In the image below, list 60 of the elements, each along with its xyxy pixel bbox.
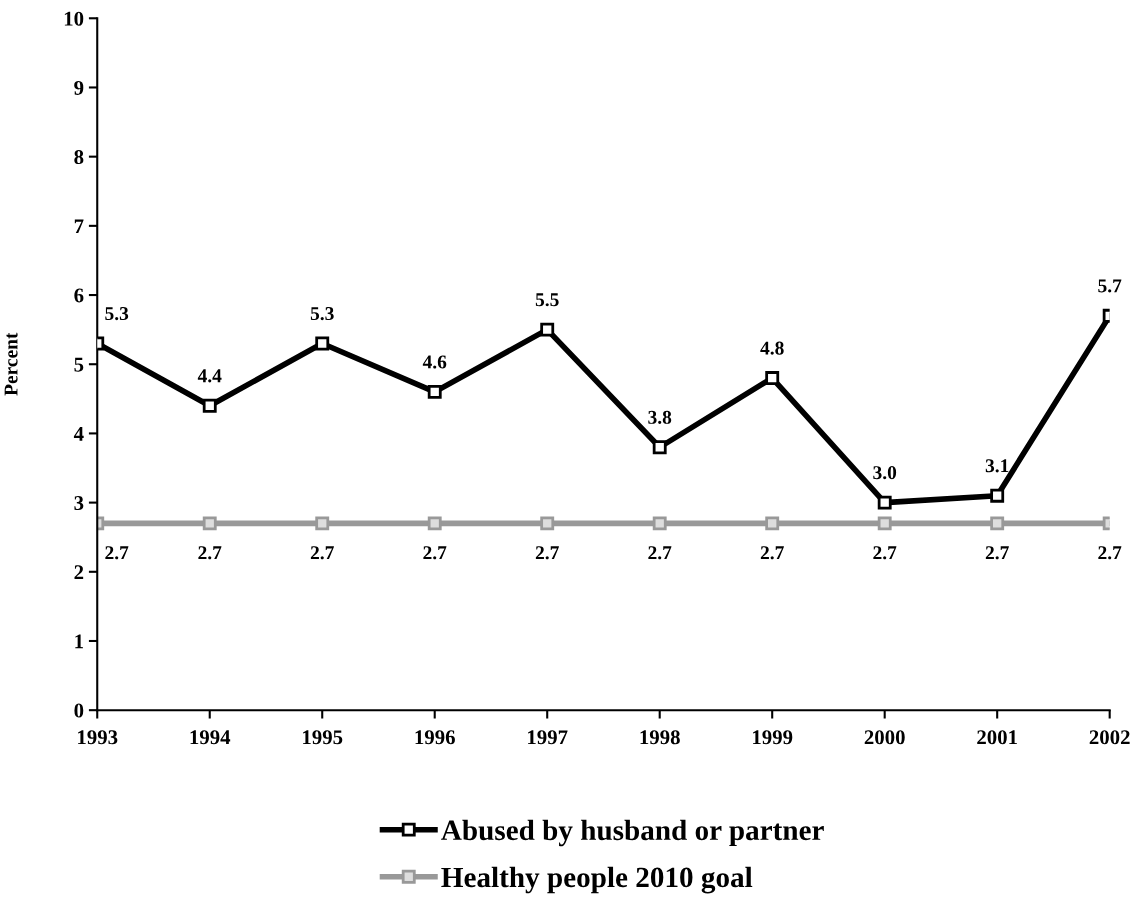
y-tick-label: 6	[74, 288, 84, 303]
y-tick-label: 7	[74, 219, 84, 234]
data-label: 2.7	[1098, 546, 1122, 560]
point	[427, 384, 442, 399]
data-label: 2.7	[873, 546, 897, 560]
point	[652, 440, 667, 455]
data-label: 2.7	[648, 546, 672, 560]
point	[765, 516, 780, 531]
x-tick-label: 1995	[303, 730, 343, 745]
data-label: 2.7	[310, 546, 334, 560]
x-tick-label: 1996	[415, 730, 455, 745]
point	[540, 322, 555, 337]
point	[765, 371, 780, 386]
y-tick-label: 0	[74, 703, 84, 718]
data-label: 3.8	[648, 410, 672, 424]
x-tick-label: 1994	[190, 730, 231, 745]
x-tick-label: 1999	[753, 730, 793, 745]
point	[540, 516, 555, 531]
point	[877, 495, 892, 510]
point	[990, 516, 1005, 531]
data-label: 2.7	[760, 546, 784, 560]
data-label: 3.1	[985, 459, 1009, 473]
point	[427, 516, 442, 531]
y-tick-label: 9	[74, 80, 84, 95]
data-label: 2.7	[535, 546, 559, 560]
point	[202, 398, 217, 413]
point	[652, 516, 667, 531]
data-label: 3.0	[873, 466, 897, 480]
x-tick-label: 2001	[977, 730, 1017, 745]
data-label: 4.6	[422, 355, 447, 369]
x-tick-label: 1993	[78, 730, 118, 745]
x-tick-label: 1998	[640, 730, 680, 745]
data-label: 5.3	[105, 307, 129, 321]
data-label: 2.7	[105, 546, 129, 560]
y-tick-label: 8	[74, 150, 84, 165]
point	[315, 336, 330, 351]
point	[202, 516, 217, 531]
x-tick-label: 2002	[1089, 730, 1130, 745]
point	[990, 488, 1005, 503]
data-label: 2.7	[985, 546, 1009, 560]
data-label: 5.7	[1098, 279, 1122, 293]
data-label: 4.8	[760, 341, 784, 355]
x-tick-label: 2000	[864, 730, 905, 745]
legend-label: Abused by husband or partner	[441, 819, 824, 847]
legend-label: Healthy people 2010 goal	[441, 866, 753, 894]
y-axis-title: Percent	[4, 332, 18, 396]
data-label: 5.5	[535, 293, 559, 307]
y-tick-label: 5	[74, 357, 84, 372]
y-tick-label: 4	[73, 426, 84, 441]
y-tick-label: 1	[75, 634, 83, 649]
y-tick-label: 3	[74, 496, 84, 511]
data-label: 4.4	[197, 369, 222, 383]
data-label: 2.7	[423, 546, 447, 560]
x-tick-label: 1997	[528, 730, 568, 745]
point	[877, 516, 892, 531]
y-tick-label: 2	[74, 565, 84, 580]
data-label: 5.3	[310, 307, 334, 321]
data-label: 2.7	[198, 546, 222, 560]
y-tick-label: 10	[64, 11, 84, 26]
point	[315, 516, 330, 531]
